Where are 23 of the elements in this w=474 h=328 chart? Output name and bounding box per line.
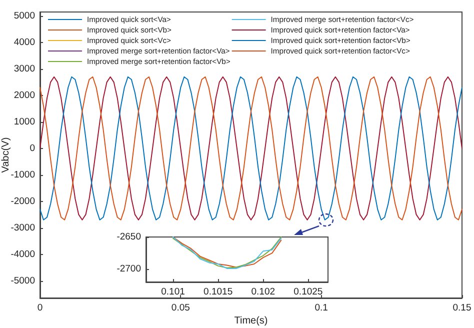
x-tick-label: 0.1 [314,302,328,314]
y-tick-label: -3000 [10,222,35,234]
y-tick-label: 1000 [14,116,35,128]
y-tick-label: 4000 [14,36,35,48]
y-axis-title: Vabc(V) [0,137,12,173]
x-tick-label: 0 [37,302,43,314]
y-tick-label: 0 [30,142,35,154]
y-tick-label: -5000 [10,275,35,286]
y-tick-label: -2650 [116,232,141,242]
x-tick-label: 0.15 [452,302,472,314]
y-tick-label: 3000 [14,63,35,74]
y-tick-label: -4000 [10,248,35,260]
x-axis-title: Time(s) [234,316,268,326]
y-tick-label: 5000 [14,10,35,22]
y-tick-label: -2700 [116,264,141,275]
x-tick-label: 0.102 [251,286,276,298]
x-tick-label: 0.1025 [294,286,323,298]
y-tick-label: -1000 [10,169,35,180]
x-tick-label: 0.101 [161,286,185,298]
y-tick-label: 2000 [14,90,35,101]
y-tick-label: -2000 [10,196,35,207]
x-tick-label: 0.1015 [204,286,233,298]
x-tick-label: 0.05 [171,302,190,314]
